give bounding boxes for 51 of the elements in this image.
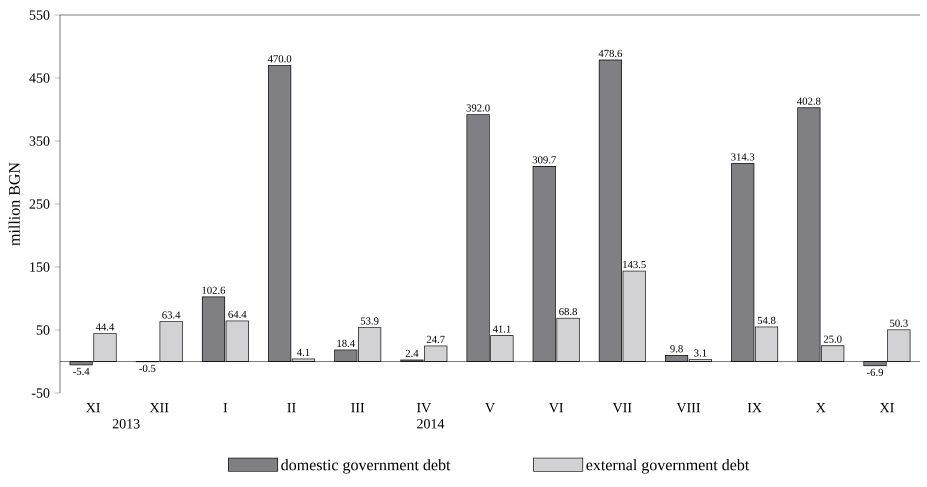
data-label: -5.4 [73,368,90,376]
data-label: 470.0 [268,55,292,62]
legend-label: external government debt [586,459,750,474]
data-label: 2.4 [406,350,418,358]
data-label: 3.1 [694,349,706,357]
data-label: 50.3 [890,320,908,327]
data-label: 25.0 [824,336,842,343]
data-label: 143.5 [623,260,646,268]
x-tick-label: X [816,403,826,412]
y-tick-label: 550 [30,10,50,20]
data-label: 68.8 [559,308,578,316]
x-tick-label: VIII [676,403,700,412]
text: 2014 [417,419,444,429]
y-tick-label: -50 [32,388,50,398]
x-tick-label: VI [548,403,564,412]
data-label: 24.7 [426,336,445,344]
y-tick-label: 150 [30,262,50,272]
x-tick-label: VII [612,403,632,412]
data-label: 41.1 [492,325,511,333]
data-label: 4.1 [296,348,310,356]
x-tick-label: II [287,403,296,412]
data-label: 54.8 [758,316,776,324]
data-label: 392.0 [466,104,490,112]
x-tick-label: V [485,403,495,412]
data-label: 64.4 [228,310,246,318]
data-label: 9.8 [670,345,683,352]
data-label: 53.9 [360,317,378,325]
data-label: -6.9 [866,368,884,376]
y-tick-label: 350 [30,136,50,146]
y-axis-title: million BGN [8,162,20,246]
x-tick-label: XI [86,403,100,412]
data-label: 309.7 [532,156,556,164]
text: 2013 [112,419,140,429]
data-label: 44.4 [96,323,114,331]
x-tick-label: III [351,403,364,412]
x-tick-label: IV [416,403,432,412]
x-tick-label: XI [880,403,894,412]
legend-label: domestic government debt [281,459,450,474]
y-tick-label: 250 [30,199,50,209]
x-tick-label: XII [150,403,168,412]
data-label: 314.3 [731,153,754,161]
x-tick-label: IX [748,403,762,412]
y-tick-label: 50 [36,325,50,335]
x-tick-label: I [224,403,228,412]
data-label: 478.6 [598,50,622,58]
data-label: 402.8 [797,98,820,105]
y-tick-label: 450 [29,73,50,83]
data-label: 102.6 [202,286,226,294]
data-label: 18.4 [337,340,355,347]
data-label: -0.5 [139,364,156,372]
data-label: 63.4 [162,311,180,319]
